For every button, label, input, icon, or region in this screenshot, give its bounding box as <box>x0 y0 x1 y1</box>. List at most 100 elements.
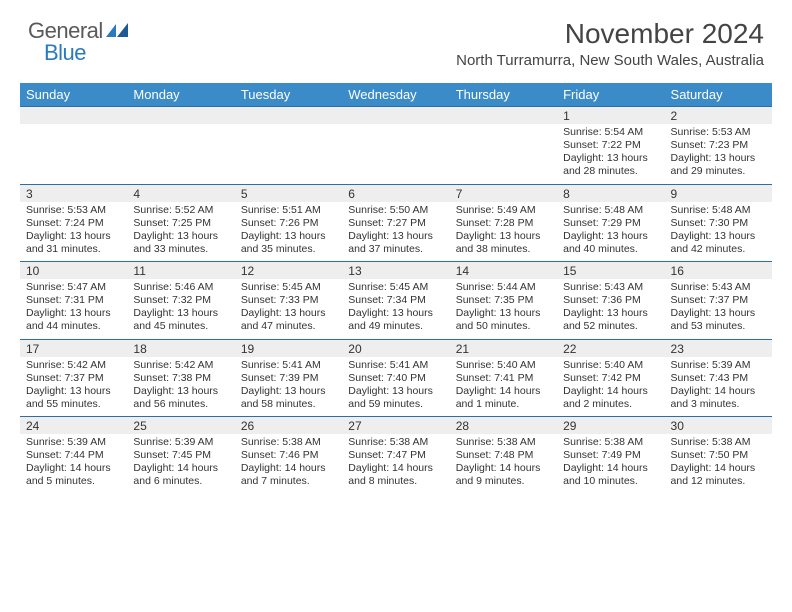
date-cell: 4 <box>127 184 234 202</box>
date-cell: 1 <box>557 107 664 125</box>
daylight-text-1: Daylight: 13 hours <box>563 307 658 320</box>
daylight-text-2: and 3 minutes. <box>671 398 766 411</box>
daylight-text-1: Daylight: 13 hours <box>671 307 766 320</box>
daylight-text-1: Daylight: 13 hours <box>563 230 658 243</box>
date-cell: 24 <box>20 417 127 435</box>
day-cell: Sunrise: 5:50 AMSunset: 7:27 PMDaylight:… <box>342 202 449 262</box>
day-cell <box>235 124 342 184</box>
daylight-text-1: Daylight: 13 hours <box>348 385 443 398</box>
daylight-text-2: and 35 minutes. <box>241 243 336 256</box>
date-cell: 14 <box>450 262 557 280</box>
day-cell: Sunrise: 5:38 AMSunset: 7:50 PMDaylight:… <box>665 434 772 494</box>
date-cell: 9 <box>665 184 772 202</box>
daylight-text-1: Daylight: 13 hours <box>456 307 551 320</box>
day-cell: Sunrise: 5:53 AMSunset: 7:23 PMDaylight:… <box>665 124 772 184</box>
day-cell: Sunrise: 5:43 AMSunset: 7:37 PMDaylight:… <box>665 279 772 339</box>
sunset-text: Sunset: 7:48 PM <box>456 449 551 462</box>
content-row: Sunrise: 5:54 AMSunset: 7:22 PMDaylight:… <box>20 124 772 184</box>
sunset-text: Sunset: 7:33 PM <box>241 294 336 307</box>
date-cell: 26 <box>235 417 342 435</box>
date-cell: 10 <box>20 262 127 280</box>
day-cell <box>342 124 449 184</box>
content-row: Sunrise: 5:42 AMSunset: 7:37 PMDaylight:… <box>20 357 772 417</box>
date-cell <box>127 107 234 125</box>
location-text: North Turramurra, New South Wales, Austr… <box>456 52 764 69</box>
daylight-text-2: and 47 minutes. <box>241 320 336 333</box>
daylight-text-1: Daylight: 13 hours <box>563 152 658 165</box>
daylight-text-1: Daylight: 14 hours <box>26 462 121 475</box>
sunset-text: Sunset: 7:39 PM <box>241 372 336 385</box>
day-cell: Sunrise: 5:53 AMSunset: 7:24 PMDaylight:… <box>20 202 127 262</box>
date-cell <box>235 107 342 125</box>
date-cell: 22 <box>557 339 664 357</box>
date-cell: 17 <box>20 339 127 357</box>
sunrise-text: Sunrise: 5:44 AM <box>456 281 551 294</box>
sunrise-text: Sunrise: 5:52 AM <box>133 204 228 217</box>
daylight-text-1: Daylight: 13 hours <box>456 230 551 243</box>
date-row: 10111213141516 <box>20 262 772 280</box>
dow-thursday: Thursday <box>450 83 557 107</box>
day-cell: Sunrise: 5:45 AMSunset: 7:33 PMDaylight:… <box>235 279 342 339</box>
daylight-text-2: and 42 minutes. <box>671 243 766 256</box>
day-cell: Sunrise: 5:38 AMSunset: 7:49 PMDaylight:… <box>557 434 664 494</box>
date-cell: 8 <box>557 184 664 202</box>
daylight-text-2: and 56 minutes. <box>133 398 228 411</box>
day-cell: Sunrise: 5:42 AMSunset: 7:38 PMDaylight:… <box>127 357 234 417</box>
sunrise-text: Sunrise: 5:48 AM <box>563 204 658 217</box>
daylight-text-2: and 28 minutes. <box>563 165 658 178</box>
daylight-text-1: Daylight: 14 hours <box>563 462 658 475</box>
sunset-text: Sunset: 7:31 PM <box>26 294 121 307</box>
date-row: 17181920212223 <box>20 339 772 357</box>
date-cell: 27 <box>342 417 449 435</box>
daylight-text-2: and 1 minute. <box>456 398 551 411</box>
sunrise-text: Sunrise: 5:39 AM <box>671 359 766 372</box>
date-cell: 28 <box>450 417 557 435</box>
sunset-text: Sunset: 7:41 PM <box>456 372 551 385</box>
date-cell <box>450 107 557 125</box>
page-header: General Blue November 2024 North Turramu… <box>0 0 792 75</box>
date-row: 3456789 <box>20 184 772 202</box>
day-cell: Sunrise: 5:49 AMSunset: 7:28 PMDaylight:… <box>450 202 557 262</box>
date-cell: 5 <box>235 184 342 202</box>
daylight-text-2: and 49 minutes. <box>348 320 443 333</box>
sunrise-text: Sunrise: 5:50 AM <box>348 204 443 217</box>
sunset-text: Sunset: 7:22 PM <box>563 139 658 152</box>
sunrise-text: Sunrise: 5:40 AM <box>456 359 551 372</box>
sunset-text: Sunset: 7:34 PM <box>348 294 443 307</box>
day-cell: Sunrise: 5:39 AMSunset: 7:43 PMDaylight:… <box>665 357 772 417</box>
calendar-table: Sunday Monday Tuesday Wednesday Thursday… <box>20 83 772 494</box>
daylight-text-2: and 12 minutes. <box>671 475 766 488</box>
day-cell: Sunrise: 5:40 AMSunset: 7:42 PMDaylight:… <box>557 357 664 417</box>
day-cell: Sunrise: 5:47 AMSunset: 7:31 PMDaylight:… <box>20 279 127 339</box>
date-cell: 15 <box>557 262 664 280</box>
date-cell: 18 <box>127 339 234 357</box>
daylight-text-2: and 44 minutes. <box>26 320 121 333</box>
daylight-text-1: Daylight: 13 hours <box>241 230 336 243</box>
sunset-text: Sunset: 7:46 PM <box>241 449 336 462</box>
sunrise-text: Sunrise: 5:39 AM <box>133 436 228 449</box>
daylight-text-2: and 38 minutes. <box>456 243 551 256</box>
date-cell: 21 <box>450 339 557 357</box>
dow-tuesday: Tuesday <box>235 83 342 107</box>
daylight-text-1: Daylight: 14 hours <box>563 385 658 398</box>
daylight-text-2: and 40 minutes. <box>563 243 658 256</box>
dow-saturday: Saturday <box>665 83 772 107</box>
daylight-text-1: Daylight: 13 hours <box>133 385 228 398</box>
date-cell: 29 <box>557 417 664 435</box>
date-cell: 3 <box>20 184 127 202</box>
sunset-text: Sunset: 7:35 PM <box>456 294 551 307</box>
daylight-text-1: Daylight: 13 hours <box>348 307 443 320</box>
daylight-text-2: and 58 minutes. <box>241 398 336 411</box>
sunrise-text: Sunrise: 5:43 AM <box>563 281 658 294</box>
sunset-text: Sunset: 7:40 PM <box>348 372 443 385</box>
title-block: November 2024 North Turramurra, New Sout… <box>456 18 764 69</box>
date-cell: 20 <box>342 339 449 357</box>
dow-friday: Friday <box>557 83 664 107</box>
day-cell: Sunrise: 5:41 AMSunset: 7:39 PMDaylight:… <box>235 357 342 417</box>
daylight-text-2: and 5 minutes. <box>26 475 121 488</box>
day-cell <box>450 124 557 184</box>
daylight-text-1: Daylight: 13 hours <box>348 230 443 243</box>
sunrise-text: Sunrise: 5:38 AM <box>456 436 551 449</box>
brand-logo: General Blue <box>28 18 130 44</box>
day-cell: Sunrise: 5:38 AMSunset: 7:48 PMDaylight:… <box>450 434 557 494</box>
